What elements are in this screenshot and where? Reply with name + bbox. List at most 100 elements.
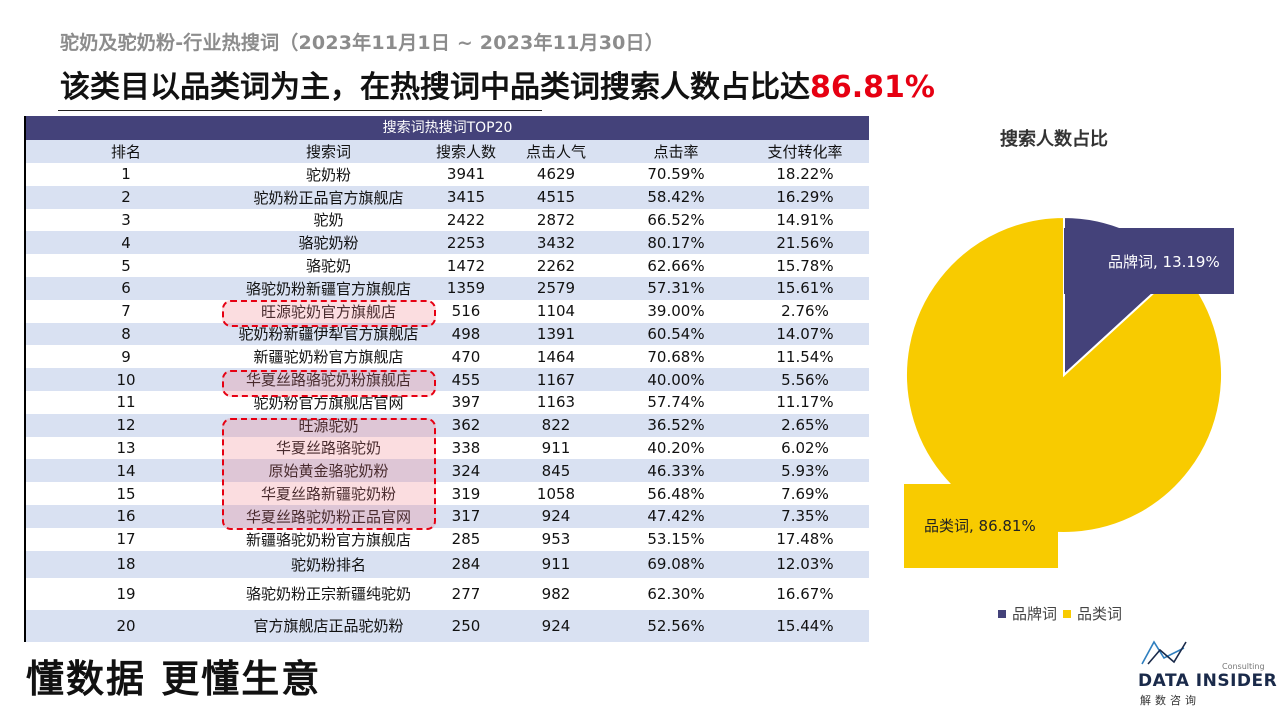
cell-searchers: 317 [451,507,481,526]
logo-brand: DATA INSIDER [1138,671,1278,691]
report-subtitle: 驼奶及驼奶粉-行业热搜词（2023年11月1日 ~ 2023年11月30日） [60,32,664,54]
table-row: 13 华夏丝路骆驼奶 338 911 40.20% 6.02% [26,436,869,460]
cell-searchers: 3941 [446,165,486,184]
cell-click-popularity: 1391 [536,324,576,343]
header-click-popularity: 点击人气 [525,143,586,161]
cell-rank: 1 [121,165,131,184]
legend-label-category: 品类词 [1077,605,1123,623]
cell-conversion: 16.29% [776,188,834,207]
table-row: 20 官方旗舰店正品驼奶粉 250 924 52.56% 15.44% [26,609,869,642]
cell-ctr: 70.68% [647,347,705,366]
cell-keyword: 骆驼奶粉新疆官方旗舰店 [245,279,411,298]
table-row: 8 驼奶粉新疆伊犁官方旗舰店 498 1391 60.54% 14.07% [26,322,869,346]
legend-swatch-category [1063,609,1072,618]
cell-conversion: 11.54% [776,347,834,366]
cell-searchers: 516 [451,302,481,321]
cell-ctr: 62.30% [647,584,705,603]
cell-conversion: 16.67% [776,584,834,603]
cell-click-popularity: 845 [541,461,571,480]
table-row: 15 华夏丝路新疆驼奶粉 319 1058 56.48% 7.69% [26,482,869,505]
cell-keyword: 驼奶粉官方旗舰店官网 [253,393,404,412]
headline-text: 该类目以品类词为主，在热搜词中品类词搜索人数占比达 [60,70,810,105]
cell-ctr: 58.42% [647,188,705,207]
cell-conversion: 12.03% [776,555,834,574]
cell-rank: 12 [116,416,136,435]
cell-searchers: 362 [451,416,481,435]
data-insider-logo: Consulting DATA INSIDER 解数咨询 [1138,638,1277,710]
logo-consulting: Consulting [1222,662,1265,671]
cell-keyword: 旺源驼奶官方旗舰店 [260,302,396,321]
cell-conversion: 7.69% [781,484,829,503]
cell-searchers: 285 [451,530,481,549]
cell-keyword: 原始黄金骆驼奶粉 [268,462,389,481]
cell-ctr: 40.20% [647,438,705,457]
cell-click-popularity: 1104 [536,302,576,321]
cell-rank: 14 [116,461,136,480]
pie-data-label-category: 品类词, 86.81% [924,517,1036,535]
cell-conversion: 6.02% [781,438,829,457]
table-row: 17 新疆骆驼奶粉官方旗舰店 285 953 53.15% 17.48% [26,527,869,551]
table-row: 9 新疆驼奶粉官方旗舰店 470 1464 70.68% 11.54% [26,345,869,369]
cell-ctr: 40.00% [647,370,705,389]
legend-label-brand: 品牌词 [1012,605,1058,623]
chart-legend: 品牌词 品类词 [998,603,1122,624]
table-row: 18 驼奶粉排名 284 911 69.08% 12.03% [26,550,869,578]
cell-searchers: 1359 [446,279,486,298]
cell-keyword: 骆驼奶粉正宗新疆纯驼奶 [245,585,411,604]
slogan: 懂数据 更懂生意 [26,657,322,701]
cell-keyword: 新疆骆驼奶粉官方旗舰店 [245,530,411,549]
cell-click-popularity: 2579 [536,279,576,298]
cell-click-popularity: 911 [541,438,571,457]
cell-conversion: 2.65% [781,416,829,435]
cell-keyword: 官方旗舰店正品驼奶粉 [253,617,404,636]
cell-conversion: 5.93% [781,461,829,480]
cell-click-popularity: 1464 [536,347,576,366]
cell-keyword: 驼奶粉排名 [290,555,366,574]
cell-conversion: 11.17% [776,393,834,412]
cell-searchers: 470 [451,347,481,366]
headline: 该类目以品类词为主，在热搜词中品类词搜索人数占比达86.81% [60,62,935,106]
cell-keyword: 驼奶粉 [305,165,351,184]
cell-keyword: 骆驼奶 [305,257,351,276]
cell-conversion: 15.44% [776,616,834,635]
cell-ctr: 39.00% [647,302,705,321]
cell-ctr: 52.56% [647,616,705,635]
cell-click-popularity: 1163 [536,393,576,412]
cell-searchers: 498 [451,324,481,343]
header-searchers: 搜索人数 [435,143,496,161]
legend-swatch-brand [998,609,1006,618]
cell-keyword: 华夏丝路骆驼奶 [275,439,381,458]
table-row: 5 骆驼奶 1472 2262 62.66% 15.78% [26,254,869,277]
cell-searchers: 250 [451,616,481,635]
table-banner: 搜索词热搜词TOP20 [26,116,869,140]
cell-ctr: 70.59% [647,165,705,184]
cell-searchers: 284 [451,555,481,574]
table-row: 1 驼奶粉 3941 4629 70.59% 18.22% [26,163,869,186]
cell-click-popularity: 822 [541,416,571,435]
cell-rank: 6 [121,279,131,298]
table-row: 19 骆驼奶粉正宗新疆纯驼奶 277 982 62.30% 16.67% [26,577,869,610]
cell-rank: 15 [116,484,136,503]
cell-rank: 2 [121,188,131,207]
cell-keyword: 新疆驼奶粉官方旗舰店 [253,348,404,367]
cell-rank: 3 [121,210,131,229]
cell-searchers: 338 [451,438,481,457]
cell-keyword: 驼奶粉新疆伊犁官方旗舰店 [238,325,419,344]
cell-keyword: 骆驼奶粉 [298,234,359,253]
table-row: 4 骆驼奶粉 2253 3432 80.17% 21.56% [26,231,869,255]
chart-title: 搜索人数占比 [1000,129,1108,150]
header-conversion: 支付转化率 [767,143,843,161]
cell-searchers: 2253 [446,233,486,252]
cell-ctr: 56.48% [647,484,705,503]
hot-search-table: 搜索词热搜词TOP20 排名 搜索词 搜索人数 点击人气 点击率 支付转化率 1… [24,116,869,642]
cell-rank: 8 [121,324,131,343]
cell-keyword: 驼奶粉正品官方旗舰店 [253,188,404,207]
table-header-row: 排名 搜索词 搜索人数 点击人气 点击率 支付转化率 [26,140,869,163]
hot-search-data-table: 排名 搜索词 搜索人数 点击人气 点击率 支付转化率 1 驼奶粉 3941 4629 7… [26,140,869,642]
cell-click-popularity: 3432 [536,233,576,252]
cell-rank: 13 [116,438,136,457]
header-keyword: 搜索词 [305,143,351,161]
cell-rank: 9 [121,347,131,366]
cell-rank: 11 [116,393,136,412]
